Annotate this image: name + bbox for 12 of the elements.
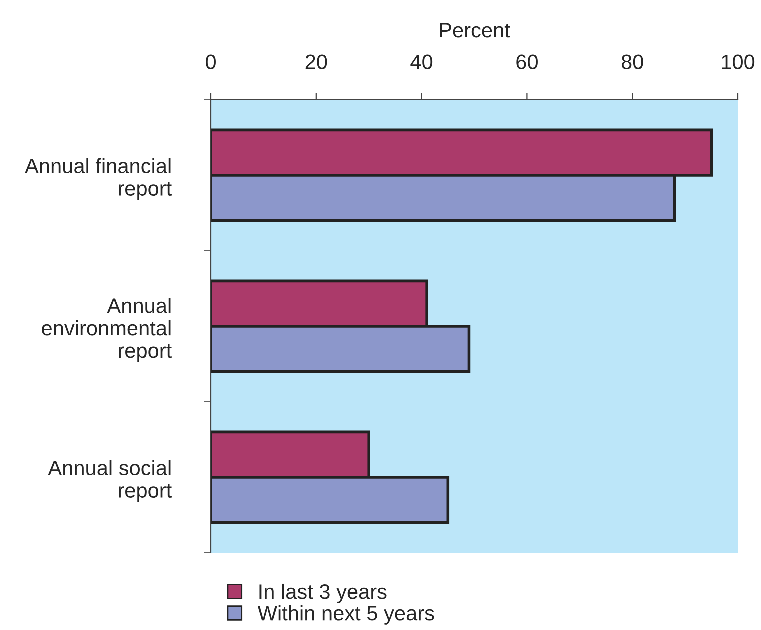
- legend-label: Within next 5 years: [258, 605, 434, 625]
- legend-label: In last 3 years: [260, 584, 387, 604]
- x-tick-label: 60: [516, 54, 538, 70]
- x-tick-label: 20: [306, 54, 328, 70]
- x-axis-title: Percent: [440, 23, 510, 38]
- x-tick-label: 0: [206, 54, 216, 70]
- y-tick-label: Annual financial report: [25, 158, 172, 200]
- x-tick-label: 100: [722, 54, 755, 70]
- x-tick-label: 80: [622, 54, 644, 70]
- x-tick-label: 40: [410, 54, 433, 70]
- y-tick-label: Annual environmental report: [42, 298, 172, 362]
- y-tick-label: Annual social report: [48, 460, 172, 502]
